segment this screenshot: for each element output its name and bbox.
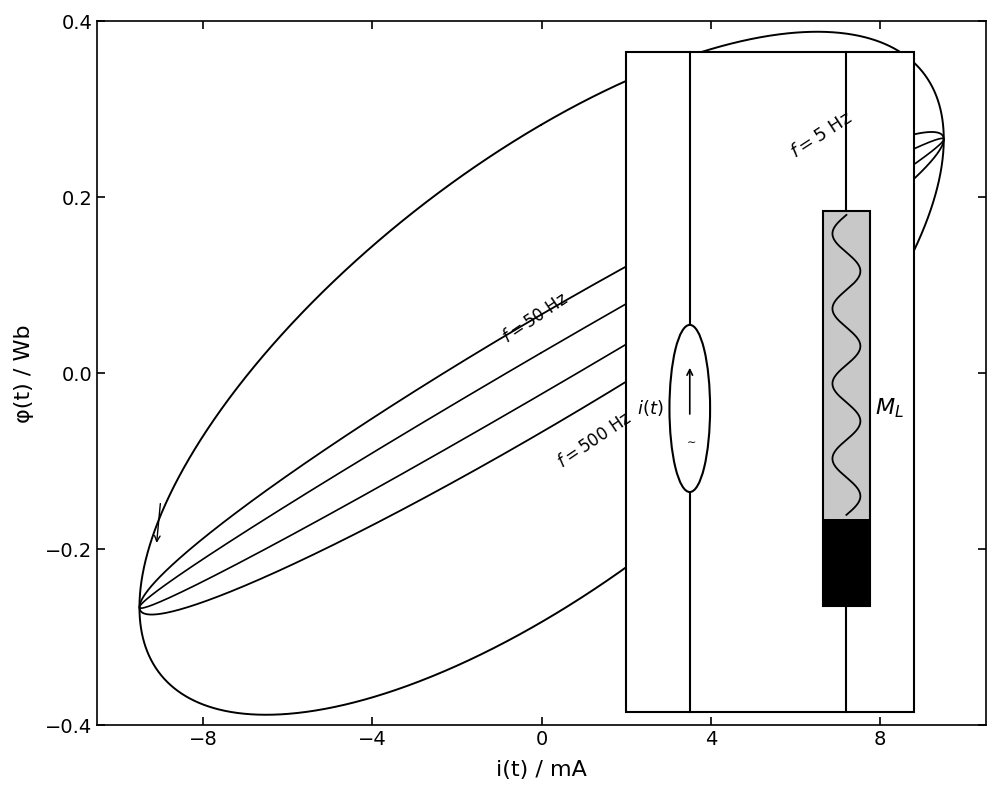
X-axis label: i(t) / mA: i(t) / mA	[496, 760, 587, 781]
Bar	[626, 52, 914, 712]
Text: $f = 5\ \mathrm{Hz}$: $f = 5\ \mathrm{Hz}$	[787, 109, 856, 162]
Bar	[823, 210, 870, 519]
Ellipse shape	[669, 325, 710, 492]
Text: $f = 50\ \mathrm{Hz}$: $f = 50\ \mathrm{Hz}$	[499, 290, 572, 347]
Y-axis label: φ(t) / Wb: φ(t) / Wb	[14, 324, 34, 422]
Bar	[823, 210, 870, 607]
Text: $i(t)$: $i(t)$	[637, 399, 663, 418]
Bar	[823, 519, 870, 607]
Text: $f = 500\ \mathrm{Hz}$: $f = 500\ \mathrm{Hz}$	[554, 408, 636, 472]
Text: $\sim$: $\sim$	[684, 437, 696, 447]
Text: $M_L$: $M_L$	[875, 397, 904, 420]
